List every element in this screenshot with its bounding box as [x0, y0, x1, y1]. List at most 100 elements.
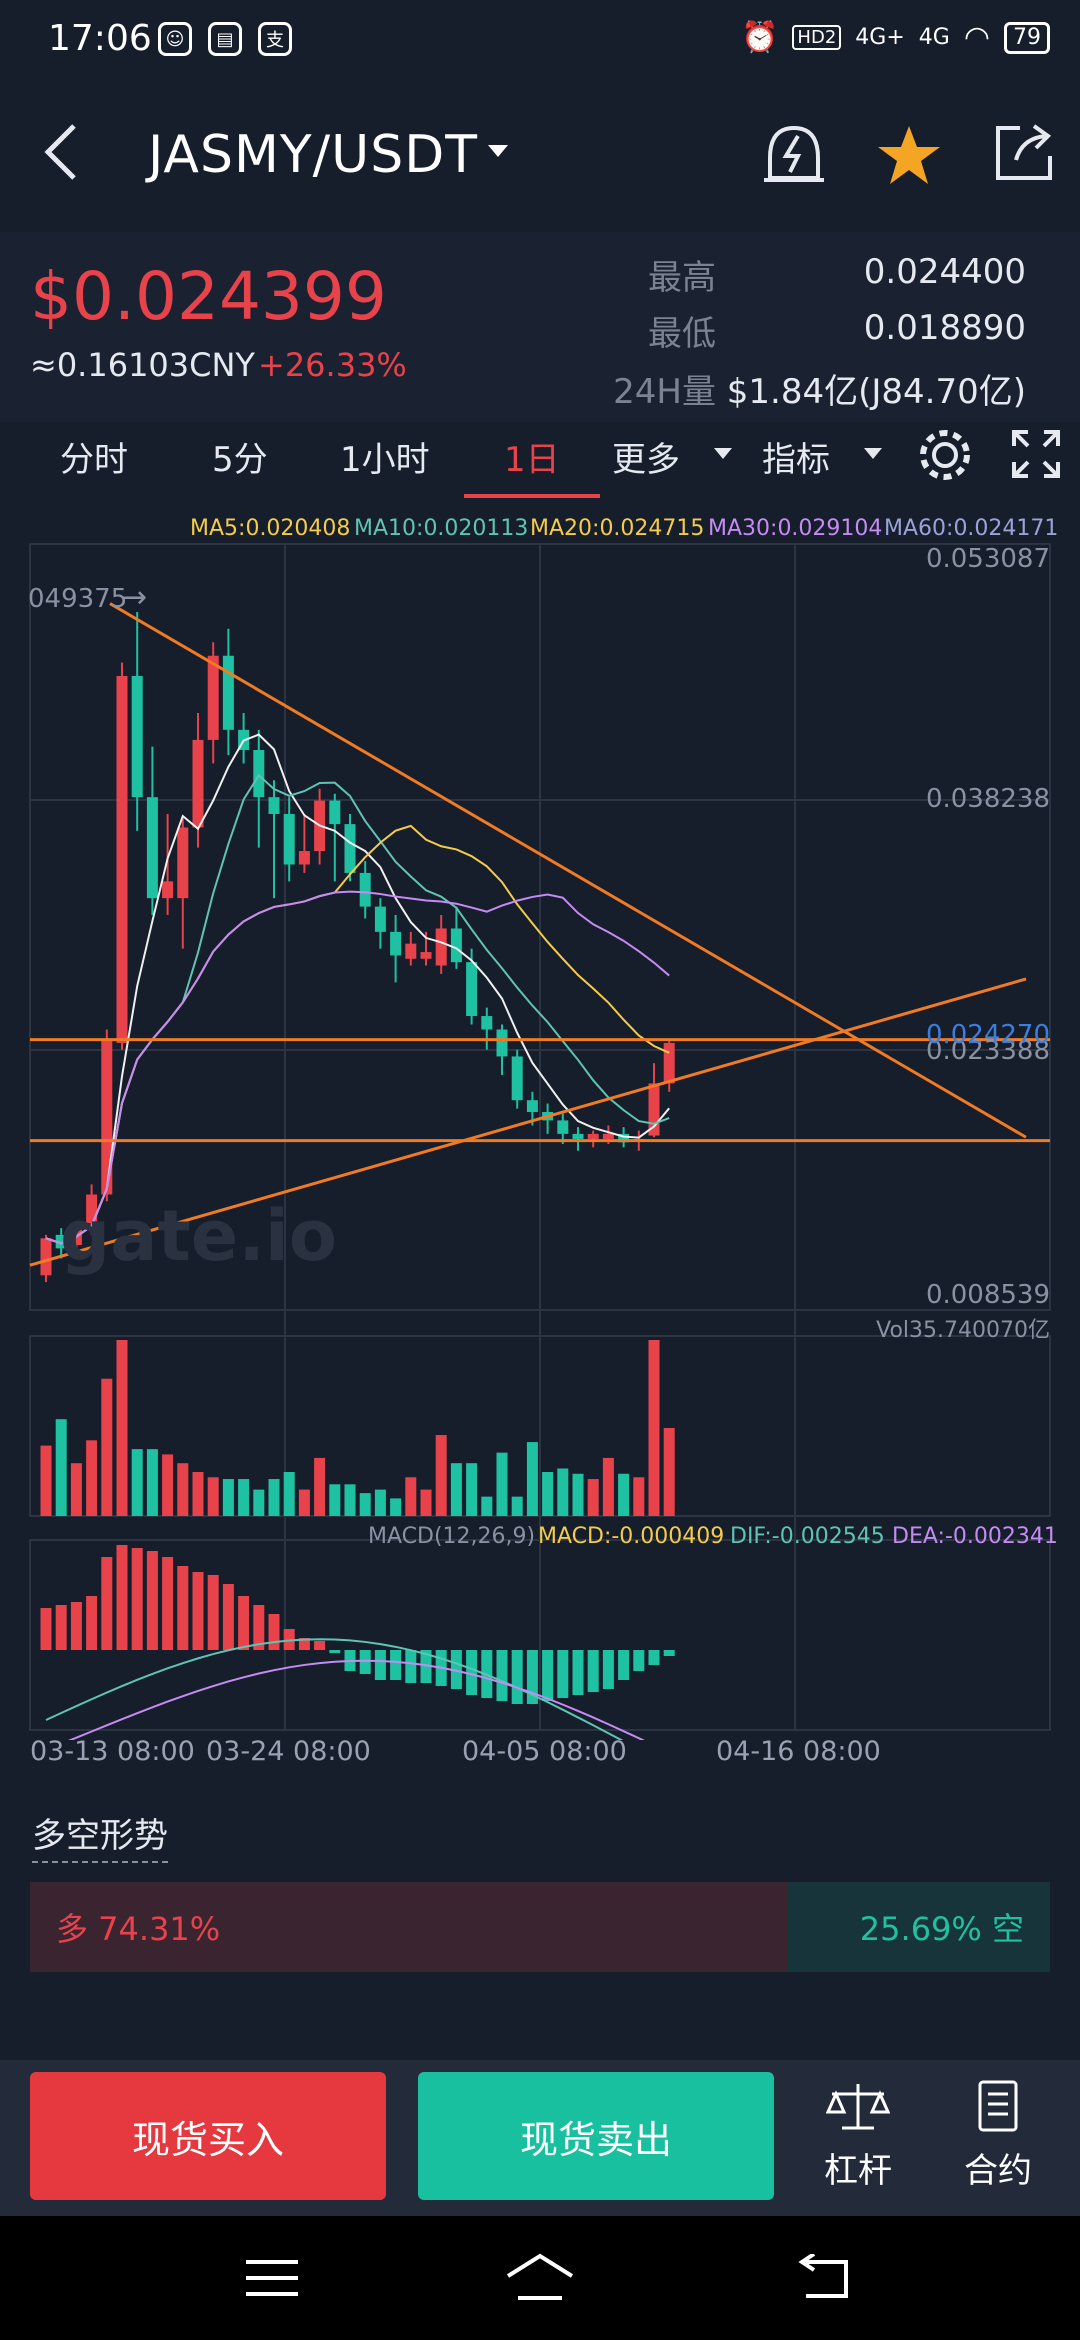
- dif-line: [45, 1638, 624, 1740]
- chevron-down-icon[interactable]: [714, 448, 732, 459]
- macd-bar: [390, 1650, 402, 1680]
- last-price-tag: 0.024270: [925, 1020, 1050, 1050]
- volume-bar: [222, 1479, 234, 1516]
- macd-bar: [116, 1545, 128, 1650]
- candle-body: [40, 1238, 52, 1276]
- hd-badge: HD2: [792, 25, 842, 50]
- tab-time-share[interactable]: 分时: [60, 440, 128, 480]
- uptrend-line: [29, 977, 1027, 1267]
- ma30-line: [45, 890, 670, 1245]
- macd-bar: [329, 1650, 341, 1653]
- macd-bar: [314, 1641, 326, 1650]
- candle-body: [648, 1083, 660, 1136]
- y-tick-label: 0.053087: [925, 544, 1050, 574]
- macd-bar: [101, 1557, 113, 1650]
- macd-bar: [557, 1650, 569, 1698]
- macd-bar: [283, 1629, 295, 1650]
- macd-bar: [177, 1566, 189, 1650]
- volume-bar: [70, 1463, 82, 1516]
- volume-bar: [298, 1489, 310, 1516]
- y-tick-label: 0.038238: [925, 784, 1050, 814]
- gear-icon[interactable]: [914, 424, 976, 486]
- leverage-button[interactable]: 杠杆: [798, 2080, 918, 2191]
- candle-body: [222, 655, 234, 730]
- volume-bar: [177, 1463, 189, 1516]
- candle-body: [374, 906, 386, 932]
- candle-body: [131, 675, 143, 798]
- fullscreen-icon[interactable]: [1010, 428, 1062, 480]
- volume-value: $1.84亿(J84.70亿): [726, 372, 1026, 412]
- candle-body: [450, 928, 462, 963]
- candle-body: [466, 962, 478, 1017]
- contract-label: 合约: [964, 2151, 1032, 2191]
- macd-bar: [633, 1650, 645, 1671]
- volume-bar: [587, 1479, 599, 1516]
- home-icon[interactable]: [504, 2250, 576, 2306]
- battery-icon: 79: [1004, 21, 1050, 54]
- kline-chart[interactable]: gate.io: [0, 540, 1080, 1740]
- long-short-bar: 多 74.31% 25.69% 空: [30, 1882, 1050, 1972]
- macd-bar: [526, 1650, 538, 1704]
- macd-bar: [405, 1650, 417, 1683]
- status-time: 17:06: [48, 18, 152, 59]
- share-icon[interactable]: [990, 120, 1058, 186]
- macd-bar: [207, 1575, 219, 1650]
- volume-bar: [511, 1496, 523, 1516]
- pair-title[interactable]: JASMY/USDT: [148, 125, 479, 185]
- tab-1day[interactable]: 1日: [504, 440, 560, 480]
- chevron-down-icon[interactable]: [864, 448, 882, 459]
- macd-bar: [55, 1605, 67, 1650]
- status-app-icons: ☺ ▤ 支: [158, 22, 292, 56]
- macd-bar: [496, 1650, 508, 1701]
- spot-sell-button[interactable]: 现货卖出: [418, 2072, 774, 2200]
- candle-body: [405, 943, 417, 959]
- tab-1hour[interactable]: 1小时: [340, 440, 430, 480]
- candle-body: [420, 952, 432, 959]
- ma20-legend: MA20:0.024715: [530, 516, 705, 541]
- macd-bar: [542, 1650, 554, 1701]
- candle-body: [602, 1133, 614, 1139]
- macd-bar: [238, 1596, 250, 1650]
- spot-buy-button[interactable]: 现货买入: [30, 2072, 386, 2200]
- macd-bar: [466, 1650, 478, 1695]
- back-icon[interactable]: [36, 120, 86, 184]
- candle-body: [177, 827, 189, 899]
- tab-more[interactable]: 更多: [612, 440, 680, 480]
- long-ratio: 多 74.31%: [30, 1882, 788, 1972]
- active-tab-indicator: [464, 494, 600, 498]
- high-marker-label: 049375: [28, 584, 128, 614]
- contract-button[interactable]: 合约: [938, 2080, 1058, 2191]
- volume-bar: [602, 1457, 614, 1516]
- macd-bar: [420, 1650, 432, 1683]
- candle-body: [55, 1234, 67, 1249]
- downtrend-line: [109, 602, 1027, 1139]
- long-short-title[interactable]: 多空形势: [32, 1808, 168, 1863]
- candle-body: [86, 1194, 98, 1224]
- back-nav-icon[interactable]: [794, 2254, 854, 2302]
- volume-bar: [496, 1452, 508, 1516]
- tab-5min[interactable]: 5分: [212, 440, 268, 480]
- price-alert-icon[interactable]: [758, 118, 830, 192]
- candle-body: [298, 851, 310, 865]
- volume-bar: [131, 1449, 143, 1516]
- volume-bar: [481, 1496, 493, 1516]
- macd-bar: [359, 1650, 371, 1674]
- volume-bars: [40, 1340, 675, 1516]
- ticker-panel: [0, 232, 1080, 422]
- dea-line: [67, 1659, 645, 1740]
- volume-bar: [314, 1457, 326, 1516]
- volume-legend: Vol35.740070亿: [876, 1318, 1050, 1343]
- volume-bar: [405, 1477, 417, 1516]
- app-notification-icon: ☺: [158, 22, 192, 56]
- volume-bar: [526, 1442, 538, 1516]
- cny-price: ≈0.16103CNY: [30, 346, 255, 384]
- tab-indicators[interactable]: 指标: [762, 440, 830, 480]
- macd-bar: [572, 1650, 584, 1695]
- menu-icon[interactable]: [242, 2256, 302, 2300]
- macd-bar: [253, 1605, 265, 1650]
- candle-body: [162, 881, 174, 899]
- favorite-star-icon[interactable]: [874, 122, 944, 190]
- chevron-down-icon[interactable]: [488, 145, 508, 157]
- volume-bar: [40, 1445, 52, 1516]
- volume-bar: [648, 1340, 660, 1516]
